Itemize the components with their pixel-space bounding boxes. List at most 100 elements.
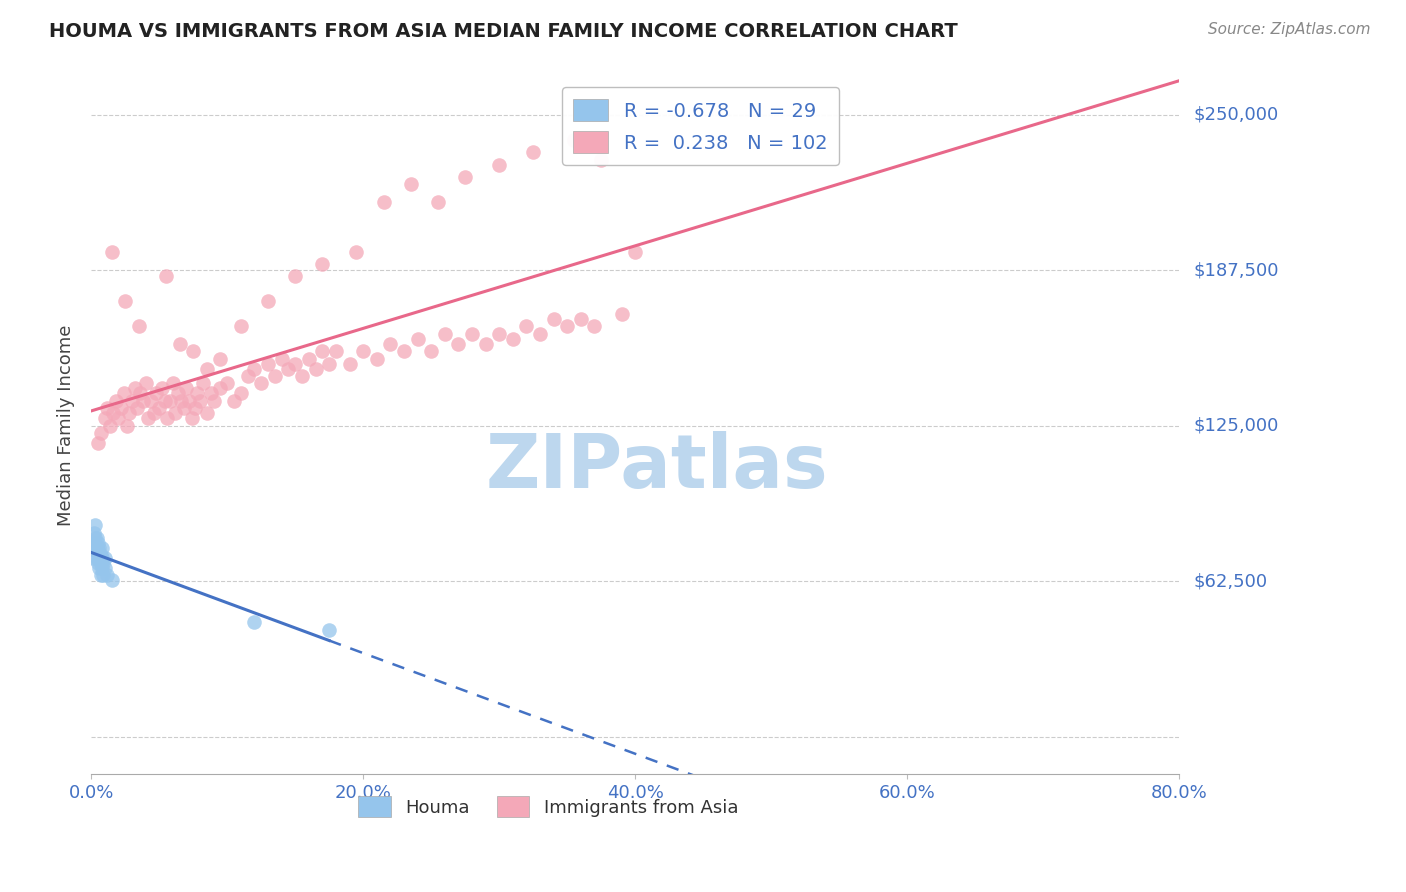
Point bbox=[86, 541, 108, 555]
Point bbox=[284, 357, 307, 371]
Point bbox=[93, 568, 115, 582]
Point bbox=[167, 386, 190, 401]
Point bbox=[86, 550, 108, 565]
Point bbox=[250, 376, 273, 391]
Point bbox=[87, 543, 110, 558]
Point bbox=[229, 386, 252, 401]
Point bbox=[304, 361, 326, 376]
Point bbox=[474, 336, 496, 351]
Point bbox=[87, 556, 110, 570]
Point bbox=[311, 257, 333, 271]
Point bbox=[270, 351, 292, 366]
Point bbox=[121, 393, 143, 408]
Point bbox=[139, 393, 162, 408]
Point bbox=[243, 361, 266, 376]
Point bbox=[433, 326, 456, 341]
Point bbox=[90, 568, 112, 582]
Point bbox=[91, 550, 114, 565]
Point bbox=[89, 541, 111, 555]
Point bbox=[87, 535, 110, 549]
Point bbox=[84, 543, 107, 558]
Point bbox=[83, 525, 105, 540]
Point bbox=[91, 560, 114, 574]
Point bbox=[180, 411, 202, 425]
Point bbox=[82, 550, 104, 565]
Point bbox=[150, 381, 173, 395]
Point bbox=[96, 568, 118, 582]
Point bbox=[170, 393, 193, 408]
Point bbox=[624, 244, 647, 259]
Point bbox=[366, 351, 388, 366]
Point bbox=[89, 550, 111, 565]
Point bbox=[209, 351, 232, 366]
Text: $125,000: $125,000 bbox=[1194, 417, 1278, 434]
Point bbox=[127, 401, 149, 416]
Point bbox=[488, 157, 510, 171]
Point bbox=[399, 178, 422, 192]
Point bbox=[291, 369, 314, 384]
Point bbox=[339, 357, 361, 371]
Point bbox=[222, 393, 245, 408]
Legend: Houma, Immigrants from Asia: Houma, Immigrants from Asia bbox=[352, 789, 745, 824]
Point bbox=[461, 326, 484, 341]
Point bbox=[243, 615, 266, 630]
Point bbox=[84, 518, 107, 533]
Point bbox=[94, 560, 117, 574]
Point bbox=[86, 531, 108, 545]
Point bbox=[96, 401, 118, 416]
Point bbox=[162, 376, 184, 391]
Point bbox=[100, 244, 122, 259]
Point bbox=[200, 386, 222, 401]
Point bbox=[277, 361, 299, 376]
Point bbox=[325, 344, 347, 359]
Point bbox=[128, 319, 150, 334]
Point bbox=[555, 319, 578, 334]
Point bbox=[263, 369, 285, 384]
Point bbox=[583, 319, 606, 334]
Point bbox=[136, 411, 159, 425]
Point bbox=[284, 269, 307, 284]
Point bbox=[176, 381, 198, 395]
Point bbox=[101, 406, 124, 420]
Point bbox=[115, 418, 138, 433]
Text: $250,000: $250,000 bbox=[1194, 106, 1278, 124]
Point bbox=[610, 307, 633, 321]
Point bbox=[191, 376, 214, 391]
Point bbox=[406, 332, 429, 346]
Point bbox=[209, 381, 232, 395]
Point bbox=[91, 541, 114, 555]
Point bbox=[380, 336, 402, 351]
Point bbox=[112, 386, 135, 401]
Point bbox=[522, 145, 544, 159]
Point bbox=[318, 357, 340, 371]
Point bbox=[177, 393, 200, 408]
Point bbox=[153, 393, 176, 408]
Point bbox=[488, 326, 510, 341]
Point bbox=[195, 406, 218, 420]
Point bbox=[87, 436, 110, 450]
Point bbox=[352, 344, 374, 359]
Point bbox=[183, 401, 205, 416]
Text: Source: ZipAtlas.com: Source: ZipAtlas.com bbox=[1208, 22, 1371, 37]
Point bbox=[104, 393, 127, 408]
Point bbox=[591, 153, 613, 167]
Point bbox=[229, 319, 252, 334]
Point bbox=[90, 548, 112, 562]
Point bbox=[148, 401, 170, 416]
Point bbox=[107, 411, 129, 425]
Point bbox=[188, 393, 211, 408]
Point bbox=[156, 411, 179, 425]
Text: $187,500: $187,500 bbox=[1194, 261, 1278, 279]
Point bbox=[114, 294, 136, 309]
Point bbox=[344, 244, 367, 259]
Point bbox=[90, 426, 112, 441]
Point bbox=[236, 369, 259, 384]
Point bbox=[426, 194, 449, 209]
Point bbox=[392, 344, 415, 359]
Point bbox=[145, 386, 167, 401]
Point bbox=[502, 332, 524, 346]
Point bbox=[318, 623, 340, 637]
Point bbox=[90, 556, 112, 570]
Point bbox=[186, 386, 208, 401]
Point bbox=[89, 560, 111, 574]
